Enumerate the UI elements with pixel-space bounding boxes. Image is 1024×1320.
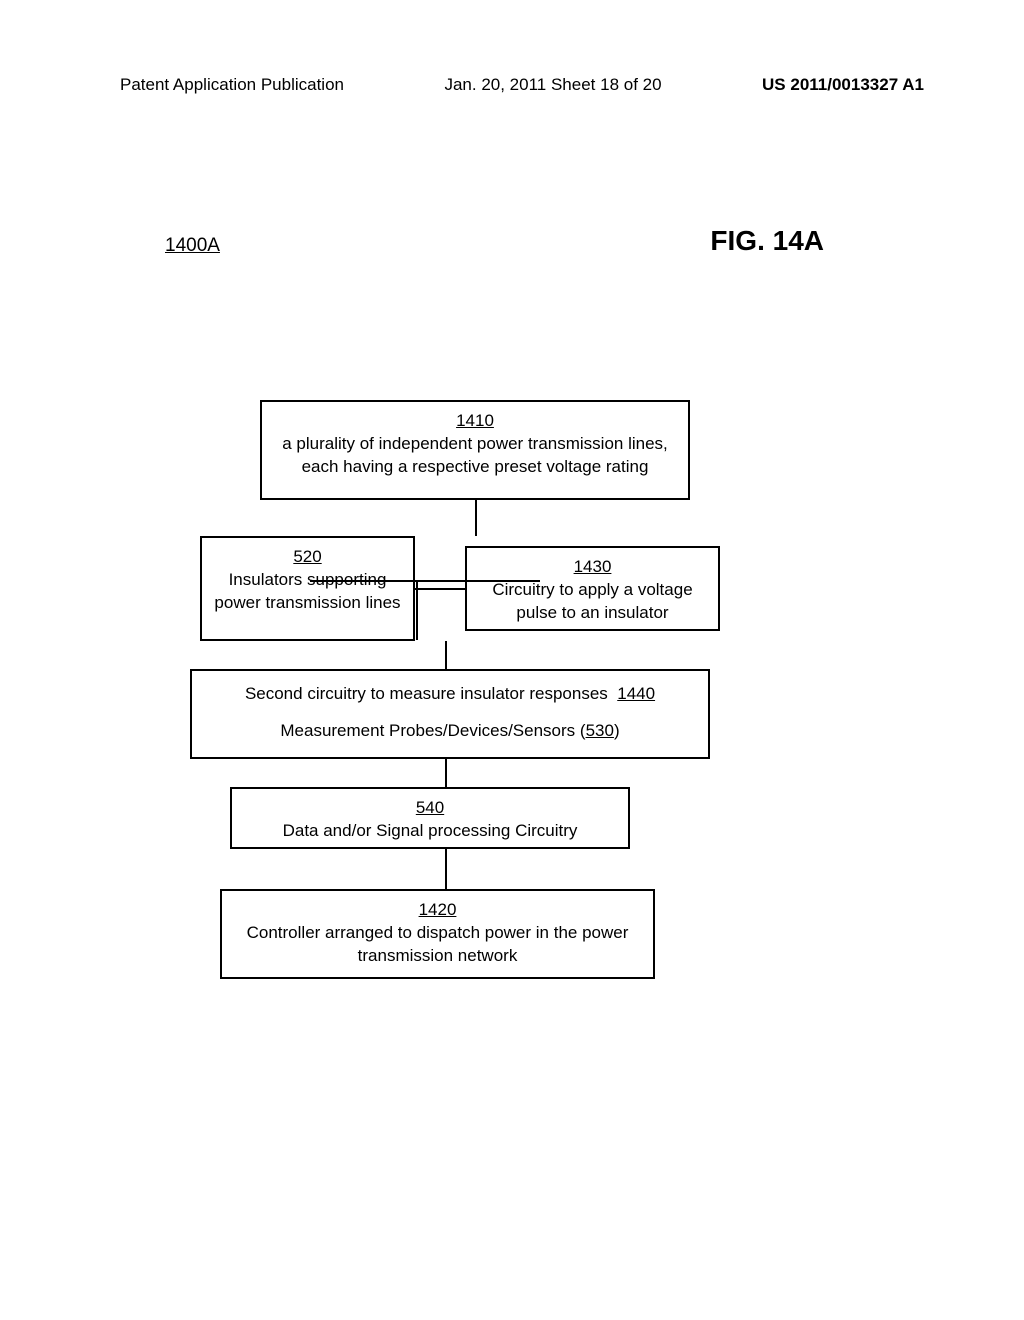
box-520: 520 Insulators supporting power transmis… <box>200 536 415 641</box>
flowchart: 1410 a plurality of independent power tr… <box>200 400 720 979</box>
header-center: Jan. 20, 2011 Sheet 18 of 20 <box>444 75 661 95</box>
box-1430-ref: 1430 <box>574 557 612 576</box>
box-1440-line2-pre: Measurement Probes/Devices/Sensors ( <box>280 721 585 740</box>
header-right: US 2011/0013327 A1 <box>762 75 924 95</box>
box-1440-line2-post: ) <box>614 721 620 740</box>
box-1440-line1: Second circuitry to measure insulator re… <box>204 683 696 706</box>
connector <box>415 588 465 590</box>
box-1440: Second circuitry to measure insulator re… <box>190 669 710 759</box>
box-520-text: Insulators supporting power transmission… <box>214 570 400 612</box>
box-1420: 1420 Controller arranged to dispatch pow… <box>220 889 655 979</box>
box-540: 540 Data and/or Signal processing Circui… <box>230 787 630 849</box>
connector <box>445 849 447 889</box>
box-1440-line2: Measurement Probes/Devices/Sensors (530) <box>204 720 696 743</box>
box-540-ref: 540 <box>416 798 444 817</box>
box-1430: 1430 Circuitry to apply a voltage pulse … <box>465 546 720 631</box>
box-1420-ref: 1420 <box>419 900 457 919</box>
page-header: Patent Application Publication Jan. 20, … <box>0 0 1024 95</box>
box-1410: 1410 a plurality of independent power tr… <box>260 400 690 500</box>
figure-reference: 1400A <box>165 235 220 257</box>
box-520-ref: 520 <box>293 547 321 566</box>
box-1430-text: Circuitry to apply a voltage pulse to an… <box>492 580 692 622</box>
box-1440-line1-text: Second circuitry to measure insulator re… <box>245 684 608 703</box>
box-1440-ref2: 530 <box>586 721 614 740</box>
box-1410-ref: 1410 <box>456 411 494 430</box>
connector <box>310 580 540 582</box>
connector <box>445 641 447 669</box>
box-1440-ref1: 1440 <box>617 684 655 703</box>
connector <box>445 759 447 787</box>
header-left: Patent Application Publication <box>120 75 344 95</box>
box-540-text: Data and/or Signal processing Circuitry <box>283 821 578 840</box>
figure-title: FIG. 14A <box>710 225 824 257</box>
box-1410-text: a plurality of independent power transmi… <box>282 434 668 476</box>
connector <box>475 500 477 536</box>
box-1420-text: Controller arranged to dispatch power in… <box>247 923 629 965</box>
